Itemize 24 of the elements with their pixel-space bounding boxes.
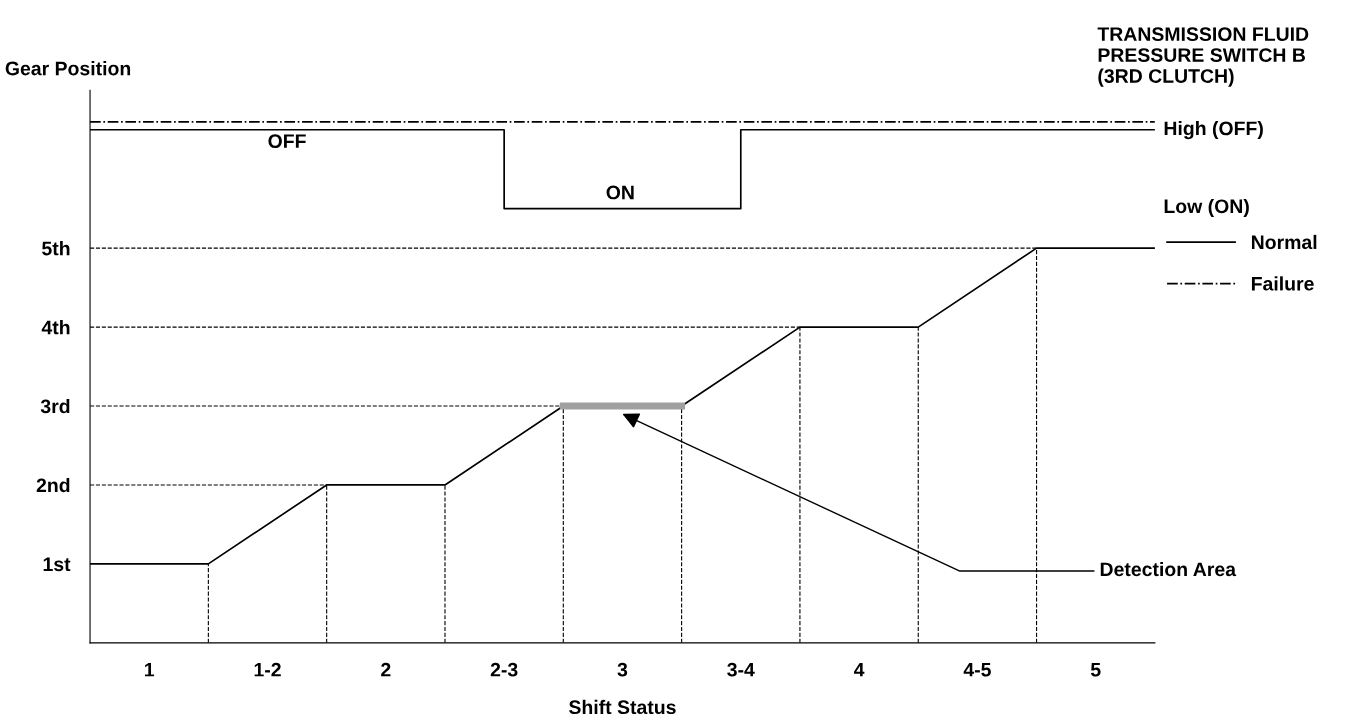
annotation: ON bbox=[606, 185, 634, 200]
x-axis-title: Shift Status bbox=[569, 699, 676, 715]
y-tick-label: 1st bbox=[43, 557, 71, 572]
y-tick-label: 2nd bbox=[36, 477, 70, 493]
x-tick-label: 3 bbox=[617, 662, 628, 677]
x-tick-label: 5 bbox=[1090, 662, 1101, 677]
x-tick-label: 2 bbox=[381, 662, 391, 677]
text: High (OFF) bbox=[1164, 120, 1263, 140]
legend-label: Normal bbox=[1251, 234, 1317, 250]
annotation: Detection Area bbox=[1100, 561, 1237, 577]
text: Low (ON) bbox=[1164, 198, 1249, 218]
y-tick-label: 5th bbox=[42, 241, 70, 256]
x-tick-label: 4-5 bbox=[963, 662, 991, 677]
y-tick-label: 3rd bbox=[40, 398, 70, 414]
x-tick-label: 1-2 bbox=[254, 662, 281, 677]
x-tick-label: 1 bbox=[145, 662, 155, 677]
annotation: OFF bbox=[268, 134, 306, 148]
legend-label: Failure bbox=[1251, 276, 1314, 291]
text: TRANSMISSION FLUID PRESSURE SWITCH B (3RD CLUTCH) bbox=[1097, 27, 1309, 87]
y-axis-title: Gear Position bbox=[5, 61, 131, 76]
x-tick-label: 3-4 bbox=[727, 662, 755, 677]
x-tick-label: 4 bbox=[853, 662, 865, 677]
y-tick-label: 4th bbox=[41, 320, 70, 335]
x-tick-label: 2-3 bbox=[490, 662, 518, 677]
